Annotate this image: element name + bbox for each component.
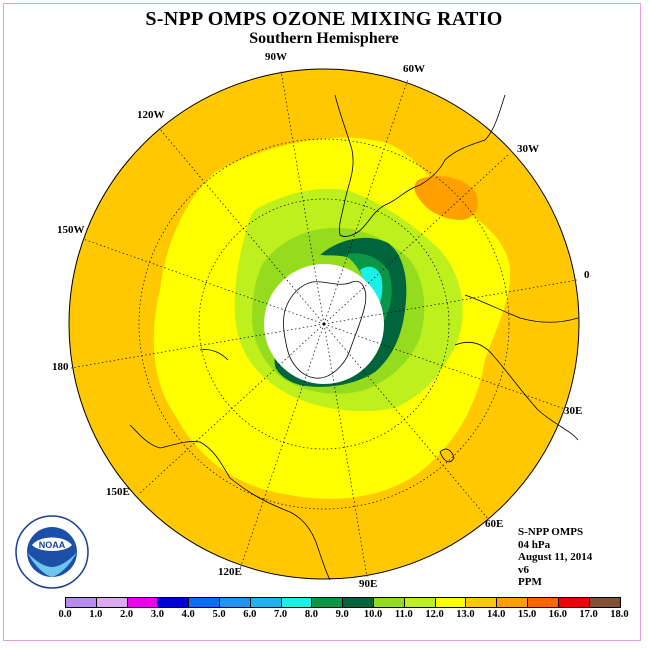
colorbar-swatch bbox=[312, 598, 344, 607]
info-units: PPM bbox=[518, 576, 542, 588]
lon-label-30e: 30E bbox=[564, 405, 583, 417]
colorbar bbox=[65, 597, 622, 608]
colorbar-tick-label: 14.0 bbox=[487, 609, 506, 620]
coast-africa-east bbox=[464, 294, 579, 323]
colorbar-swatch bbox=[558, 598, 590, 607]
coastlines bbox=[129, 94, 579, 581]
map-border bbox=[68, 68, 580, 580]
map-title: S-NPP OMPS OZONE MIXING RATIO bbox=[145, 8, 503, 30]
lon-label-150w: 150W bbox=[57, 224, 85, 236]
colorbar-tick-label: 9.0 bbox=[335, 609, 349, 620]
lon-label-90w: 90W bbox=[265, 51, 287, 63]
coast-africa bbox=[454, 341, 579, 441]
field-band-14-15 bbox=[414, 175, 478, 220]
colorbar-tick-label: 16.0 bbox=[548, 609, 567, 620]
noaa-logo: NOAA bbox=[15, 515, 89, 589]
coast-australia bbox=[129, 424, 331, 581]
coast-madagascar bbox=[439, 448, 455, 463]
colorbar-swatch bbox=[435, 598, 467, 607]
colorbar-tick-label: 17.0 bbox=[579, 609, 598, 620]
lon-label-180: 180 bbox=[52, 361, 69, 373]
lon-label-60e: 60E bbox=[485, 518, 504, 530]
coast-south-america bbox=[334, 94, 506, 237]
colorbar-swatch bbox=[189, 598, 220, 607]
colorbar-tick-label: 1.0 bbox=[89, 609, 103, 620]
noaa-logo-text: NOAA bbox=[39, 540, 66, 550]
lon-label-120w: 120W bbox=[137, 109, 165, 121]
colorbar-tick-label: 11.0 bbox=[394, 609, 413, 620]
info-date: August 11, 2014 bbox=[518, 551, 593, 563]
colorbar-swatch bbox=[219, 598, 251, 607]
colorbar-swatch bbox=[66, 598, 97, 607]
colorbar-swatch bbox=[373, 598, 405, 607]
colorbar-tick-label: 10.0 bbox=[363, 609, 383, 620]
coast-antarctica bbox=[283, 280, 367, 379]
info-instrument: S-NPP OMPS bbox=[518, 526, 584, 538]
colorbar-swatch bbox=[281, 598, 313, 607]
colorbar-swatch bbox=[96, 598, 128, 607]
info-pressure-level: 04 hPa bbox=[518, 538, 551, 551]
colorbar-tick-labels: 0.0 1.0 2.0 3.0 4.0 5.0 6.0 7.0 8.0 9.0 10.0 11.0 12… bbox=[50, 609, 628, 623]
colorbar-tick-label: 2.0 bbox=[120, 609, 134, 620]
pole-marker bbox=[322, 322, 326, 326]
colorbar-swatch bbox=[250, 598, 282, 607]
lon-label-90e: 90E bbox=[359, 578, 378, 590]
colorbar-tick-label: 4.0 bbox=[181, 609, 195, 620]
colorbar-swatch bbox=[158, 598, 190, 607]
colorbar-tick-label: 6.0 bbox=[243, 609, 257, 620]
lon-label-120e: 120E bbox=[218, 566, 242, 578]
colorbar-tick-label: 3.0 bbox=[150, 609, 164, 620]
colorbar-tick-label: 12.0 bbox=[425, 609, 444, 620]
info-version: v6 bbox=[518, 563, 529, 576]
colorbar-swatch bbox=[527, 598, 559, 607]
colorbar-swatch bbox=[589, 598, 621, 607]
lon-label-60w: 60W bbox=[403, 63, 425, 75]
graticule bbox=[70, 70, 578, 578]
coast-new-zealand bbox=[199, 349, 229, 361]
colorbar-tick-label: 0.0 bbox=[58, 609, 72, 620]
map-subtitle: Southern Hemisphere bbox=[249, 30, 399, 47]
colorbar-swatch bbox=[127, 598, 159, 607]
colorbar-tick-label: 18.0 bbox=[610, 609, 629, 620]
page-frame bbox=[3, 3, 641, 641]
colorbar-swatch bbox=[343, 598, 374, 607]
colorbar-tick-label: 8.0 bbox=[304, 609, 318, 620]
colorbar-tick-label: 7.0 bbox=[274, 609, 288, 620]
lon-label-0: 0 bbox=[584, 269, 590, 281]
lon-label-30w: 30W bbox=[517, 143, 539, 155]
colorbar-swatch bbox=[497, 598, 528, 607]
lon-label-150e: 150E bbox=[106, 486, 130, 498]
colorbar-swatch bbox=[404, 598, 436, 607]
colorbar-tick-label: 13.0 bbox=[456, 609, 475, 620]
colorbar-tick-label: 15.0 bbox=[517, 609, 537, 620]
map-info-block: S-NPP OMPS 04 hPa August 11, 2014 v6 PPM bbox=[518, 526, 592, 589]
colorbar-tick-label: 5.0 bbox=[212, 609, 226, 620]
colorbar-swatch bbox=[466, 598, 498, 607]
